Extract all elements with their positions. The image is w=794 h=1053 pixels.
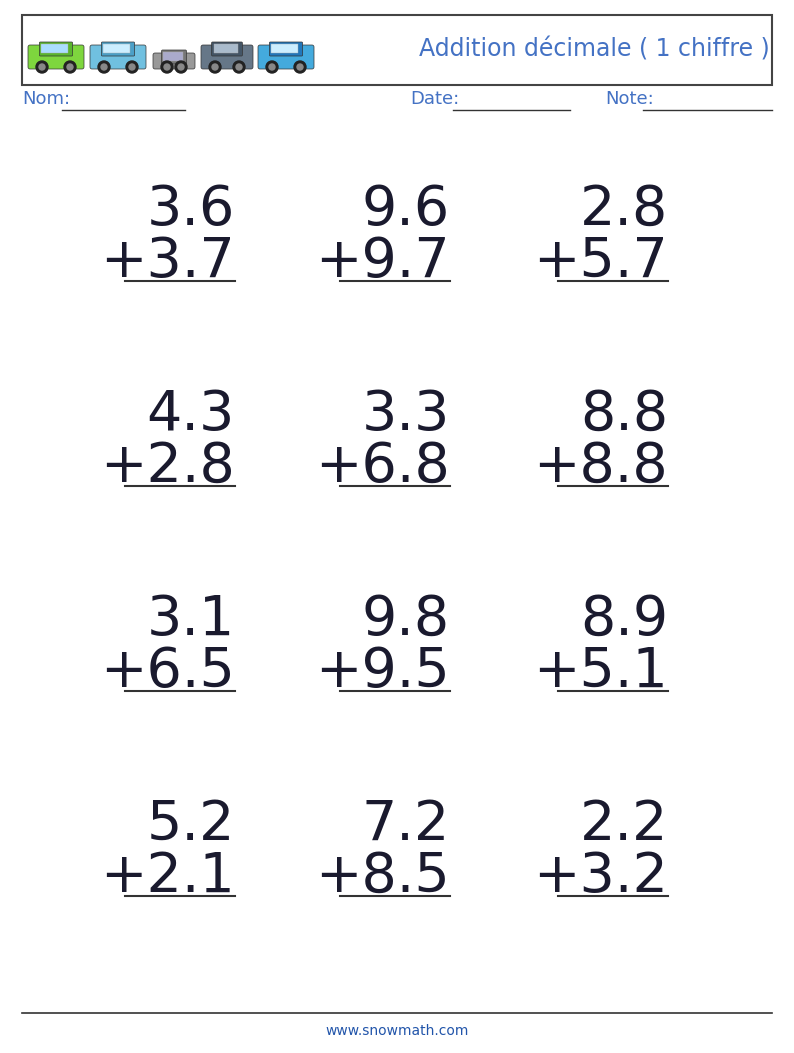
Text: 3.6: 3.6	[147, 183, 235, 237]
Circle shape	[161, 61, 173, 73]
Text: 5.2: 5.2	[147, 798, 235, 852]
Bar	[22, 15, 772, 85]
Text: +8.5: +8.5	[315, 850, 450, 903]
Circle shape	[297, 64, 303, 69]
Bar	[103, 44, 130, 53]
Text: +2.8: +2.8	[100, 440, 235, 494]
Text: +6.8: +6.8	[315, 440, 450, 494]
Circle shape	[126, 61, 138, 73]
Text: +6.5: +6.5	[100, 645, 235, 699]
Text: +5.1: +5.1	[534, 645, 668, 699]
Circle shape	[164, 64, 170, 69]
Text: 8.8: 8.8	[580, 388, 668, 442]
Circle shape	[209, 61, 221, 73]
Bar	[41, 44, 68, 53]
Circle shape	[98, 61, 110, 73]
Text: Addition décimale ( 1 chiffre ): Addition décimale ( 1 chiffre )	[419, 38, 770, 62]
FancyBboxPatch shape	[211, 42, 242, 56]
Circle shape	[233, 61, 245, 73]
Text: 2.2: 2.2	[580, 798, 668, 852]
FancyBboxPatch shape	[28, 45, 84, 69]
FancyBboxPatch shape	[40, 42, 72, 56]
Text: Note:: Note:	[605, 90, 653, 108]
Text: Nom:: Nom:	[22, 90, 70, 108]
Text: +2.1: +2.1	[100, 850, 235, 903]
Circle shape	[294, 61, 306, 73]
Circle shape	[269, 64, 275, 69]
Text: 3.3: 3.3	[361, 388, 450, 442]
Bar	[272, 44, 298, 53]
Text: +9.7: +9.7	[315, 235, 450, 289]
Text: +3.2: +3.2	[533, 850, 668, 903]
FancyBboxPatch shape	[153, 53, 195, 69]
Text: 8.9: 8.9	[580, 593, 668, 647]
Text: 9.6: 9.6	[362, 183, 450, 237]
Circle shape	[236, 64, 242, 69]
Circle shape	[39, 64, 45, 69]
Text: Date:: Date:	[410, 90, 459, 108]
Circle shape	[101, 64, 107, 69]
Circle shape	[64, 61, 76, 73]
FancyBboxPatch shape	[201, 45, 253, 69]
Text: +5.7: +5.7	[534, 235, 668, 289]
Text: www.snowmath.com: www.snowmath.com	[326, 1024, 468, 1038]
Circle shape	[266, 61, 278, 73]
FancyBboxPatch shape	[90, 45, 146, 69]
Circle shape	[212, 64, 218, 69]
Text: 2.8: 2.8	[580, 183, 668, 237]
Text: 7.2: 7.2	[362, 798, 450, 852]
FancyBboxPatch shape	[269, 42, 303, 56]
Circle shape	[178, 64, 184, 69]
FancyBboxPatch shape	[258, 45, 314, 69]
Circle shape	[36, 61, 48, 73]
Text: +3.7: +3.7	[100, 235, 235, 289]
Text: 9.8: 9.8	[362, 593, 450, 647]
Text: 3.1: 3.1	[147, 593, 235, 647]
Circle shape	[129, 64, 135, 69]
Bar	[214, 44, 238, 53]
Text: +9.5: +9.5	[315, 645, 450, 699]
Text: +8.8: +8.8	[534, 440, 668, 494]
Bar	[164, 52, 183, 61]
Text: 4.3: 4.3	[147, 388, 235, 442]
Circle shape	[175, 61, 187, 73]
Circle shape	[67, 64, 73, 69]
FancyBboxPatch shape	[162, 49, 187, 64]
FancyBboxPatch shape	[102, 42, 135, 56]
